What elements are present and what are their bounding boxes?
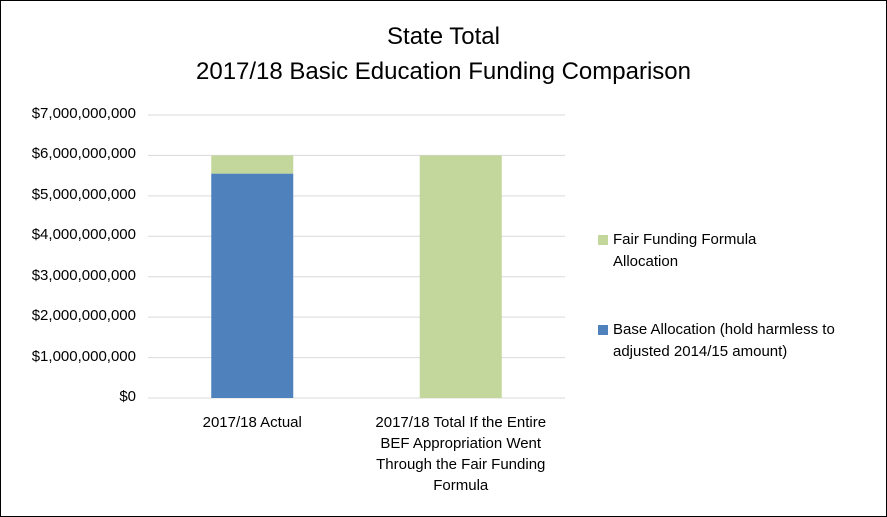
y-tick-label: $5,000,000,000 — [31, 185, 136, 203]
y-tick-label: $7,000,000,000 — [31, 105, 136, 122]
y-tick-label: $1,000,000,000 — [31, 347, 136, 365]
legend-label: Base Allocation (hold harmless to adjust… — [613, 321, 835, 360]
chart-subtitle: 2017/18 Basic Education Funding Comparis… — [196, 58, 691, 85]
bar-segment — [419, 155, 502, 398]
y-tick-label: $2,000,000,000 — [31, 307, 136, 325]
chart-title: State Total — [387, 23, 500, 50]
legend-swatch — [598, 235, 608, 245]
bar-segment — [211, 155, 294, 174]
bar-segment — [211, 173, 294, 398]
x-tick-label: 2017/18 Total If the Entire BEF Appropri… — [375, 414, 547, 494]
y-tick-label: $6,000,000,000 — [31, 145, 136, 163]
y-tick-label: $0 — [119, 388, 136, 405]
legend-swatch — [598, 325, 608, 335]
x-tick-label: 2017/18 Actual — [202, 414, 302, 431]
y-tick-label: $4,000,000,000 — [31, 226, 136, 244]
y-tick-label: $3,000,000,000 — [31, 266, 136, 284]
legend-label: Fair Funding Formula Allocation — [613, 231, 757, 270]
